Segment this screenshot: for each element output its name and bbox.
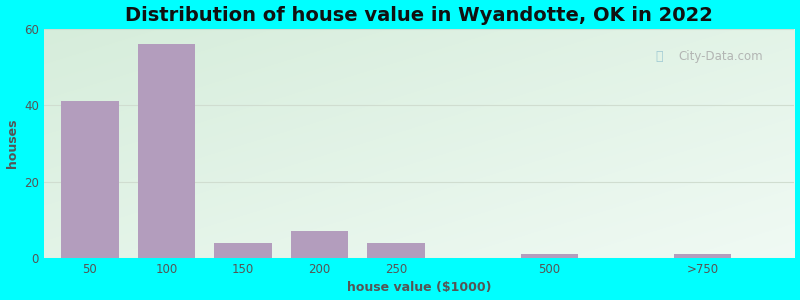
Text: ⦿: ⦿ xyxy=(655,50,663,63)
Bar xyxy=(138,44,195,258)
X-axis label: house value ($1000): house value ($1000) xyxy=(347,281,491,294)
Text: City-Data.com: City-Data.com xyxy=(678,50,762,63)
Bar xyxy=(521,254,578,258)
Bar xyxy=(674,254,731,258)
Bar xyxy=(367,243,425,258)
Bar xyxy=(291,231,348,258)
Bar xyxy=(61,101,118,258)
Y-axis label: houses: houses xyxy=(6,119,18,168)
Title: Distribution of house value in Wyandotte, OK in 2022: Distribution of house value in Wyandotte… xyxy=(126,6,713,25)
Bar xyxy=(214,243,272,258)
